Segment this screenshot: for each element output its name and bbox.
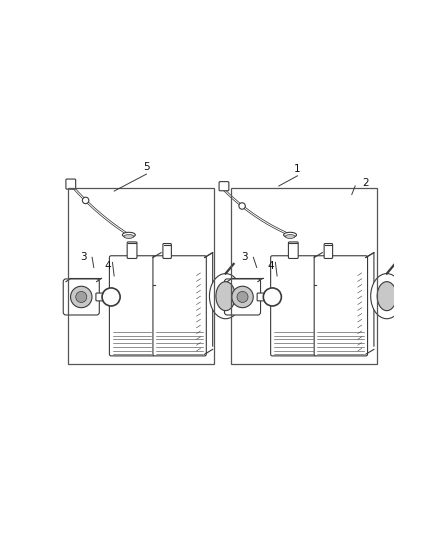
FancyBboxPatch shape xyxy=(224,279,261,315)
Circle shape xyxy=(263,288,281,306)
Circle shape xyxy=(82,197,89,204)
Ellipse shape xyxy=(209,273,242,319)
Ellipse shape xyxy=(377,281,396,311)
Ellipse shape xyxy=(124,235,134,238)
Text: 2: 2 xyxy=(362,177,369,188)
FancyBboxPatch shape xyxy=(96,293,103,301)
Circle shape xyxy=(76,292,87,302)
Text: 5: 5 xyxy=(143,163,150,172)
Circle shape xyxy=(239,203,245,209)
FancyBboxPatch shape xyxy=(110,256,155,356)
Bar xyxy=(68,188,214,364)
Text: 3: 3 xyxy=(80,252,87,262)
Text: 4: 4 xyxy=(104,261,111,271)
Circle shape xyxy=(237,292,248,302)
Bar xyxy=(231,188,377,364)
FancyBboxPatch shape xyxy=(288,242,298,259)
Circle shape xyxy=(71,286,92,308)
FancyBboxPatch shape xyxy=(324,244,332,259)
Circle shape xyxy=(102,288,120,306)
FancyBboxPatch shape xyxy=(271,256,316,356)
Text: 1: 1 xyxy=(294,164,301,174)
Ellipse shape xyxy=(371,273,403,319)
FancyBboxPatch shape xyxy=(127,242,137,259)
FancyBboxPatch shape xyxy=(314,256,367,356)
FancyBboxPatch shape xyxy=(153,256,206,356)
Circle shape xyxy=(232,286,253,308)
FancyBboxPatch shape xyxy=(63,279,99,315)
Text: 3: 3 xyxy=(241,252,248,262)
Ellipse shape xyxy=(284,232,297,238)
Ellipse shape xyxy=(216,281,235,311)
FancyBboxPatch shape xyxy=(269,293,276,302)
Ellipse shape xyxy=(122,232,135,238)
FancyBboxPatch shape xyxy=(66,179,76,189)
FancyBboxPatch shape xyxy=(219,182,229,191)
FancyBboxPatch shape xyxy=(108,293,115,302)
FancyBboxPatch shape xyxy=(257,293,264,301)
FancyBboxPatch shape xyxy=(163,244,171,259)
Ellipse shape xyxy=(285,235,295,238)
Text: 4: 4 xyxy=(267,261,274,271)
